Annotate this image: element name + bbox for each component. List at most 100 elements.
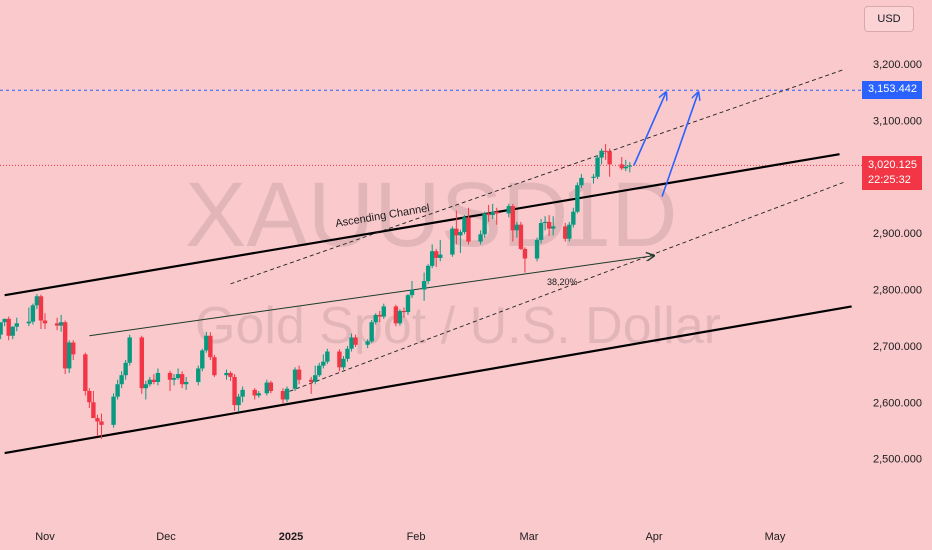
bar-countdown: 22:25:32 <box>868 174 911 186</box>
watermark-description: Gold Spot / U.S. Dollar <box>195 297 721 355</box>
candle <box>54 317 60 331</box>
y-tick-label: 3,200.000 <box>873 59 922 71</box>
candle <box>58 314 64 332</box>
candle <box>232 374 237 411</box>
candle <box>71 340 76 360</box>
candle <box>421 272 427 301</box>
candle <box>567 221 572 242</box>
channel-trendline[interactable] <box>4 153 840 297</box>
candle <box>353 334 358 348</box>
candle <box>563 222 568 242</box>
candle <box>478 230 483 245</box>
candle <box>115 379 120 400</box>
x-tick-label: Feb <box>407 531 426 543</box>
candle <box>38 294 44 329</box>
candle <box>349 333 354 352</box>
candle <box>317 362 322 377</box>
last-price: 3,020.125 <box>868 159 917 171</box>
candle <box>462 215 467 235</box>
candle <box>522 247 528 273</box>
candle <box>99 413 104 439</box>
candle <box>183 376 189 390</box>
candle <box>139 335 144 394</box>
candle <box>151 374 157 385</box>
channel-dashed-line[interactable] <box>282 181 844 395</box>
candle <box>510 203 516 242</box>
candle <box>377 310 382 323</box>
channel-dashed-line[interactable] <box>230 69 844 285</box>
candle <box>627 162 633 173</box>
candle <box>434 248 439 267</box>
candle <box>369 319 374 344</box>
candle <box>550 216 556 236</box>
candle <box>95 414 100 437</box>
price-lines <box>0 89 862 166</box>
candle <box>482 211 487 238</box>
candle <box>236 393 241 412</box>
y-tick-label: 3,100.000 <box>873 115 922 127</box>
fib-arrow[interactable] <box>89 256 654 337</box>
x-tick-label: Apr <box>645 531 662 543</box>
candle <box>425 264 431 284</box>
candle <box>42 313 48 329</box>
candle <box>454 210 459 245</box>
candle <box>123 359 128 380</box>
candle <box>296 365 302 385</box>
channel-trendline[interactable] <box>4 305 852 455</box>
candle <box>292 367 298 392</box>
candle <box>280 388 286 404</box>
candle <box>2 318 7 327</box>
watermark: XAUUSD 1D Gold Spot / U.S. Dollar <box>185 164 721 355</box>
candle <box>397 309 403 326</box>
candle <box>264 379 270 396</box>
candle <box>438 239 443 262</box>
candle <box>599 148 604 165</box>
x-axis[interactable]: Nov Dec 2025 Feb Mar Apr May <box>35 531 786 543</box>
projection-arrow[interactable] <box>633 92 666 166</box>
candle <box>546 215 552 236</box>
candle <box>6 316 11 341</box>
candle <box>623 159 628 172</box>
candle <box>490 203 495 220</box>
candle <box>458 229 463 253</box>
candle <box>313 365 318 385</box>
last-price-tag: 3,020.125 22:25:32 <box>862 156 922 190</box>
candle <box>212 354 217 377</box>
candle <box>603 144 608 160</box>
candle <box>196 365 201 386</box>
candle <box>204 331 209 353</box>
candle <box>171 374 177 386</box>
candle <box>341 356 346 370</box>
projection-arrow[interactable] <box>661 92 698 197</box>
candle <box>66 340 72 373</box>
y-axis[interactable]: 2,500.000 2,600.000 2,700.000 2,800.000 2,90… <box>873 59 922 466</box>
drawings[interactable] <box>4 69 852 455</box>
candle <box>595 155 600 180</box>
candle <box>155 368 161 386</box>
candle <box>345 345 350 362</box>
candle <box>284 386 290 403</box>
candle <box>506 203 512 218</box>
candle <box>365 339 370 349</box>
candle <box>34 294 40 310</box>
candle <box>167 370 173 392</box>
watermark-symbol: XAUUSD <box>185 164 568 266</box>
candle <box>268 380 274 394</box>
candle <box>321 354 326 369</box>
candles <box>0 144 633 439</box>
candle <box>579 173 584 189</box>
candle <box>127 334 132 366</box>
candle <box>91 391 96 419</box>
y-tick-label: 2,800.000 <box>873 285 922 297</box>
x-tick-label: Mar <box>520 531 539 543</box>
candle <box>381 303 386 319</box>
candle <box>256 391 261 398</box>
candle <box>409 281 415 298</box>
currency-button[interactable]: USD <box>864 6 914 32</box>
candle <box>111 393 116 428</box>
candle <box>62 320 68 375</box>
candle <box>494 207 499 225</box>
candle <box>401 307 407 318</box>
